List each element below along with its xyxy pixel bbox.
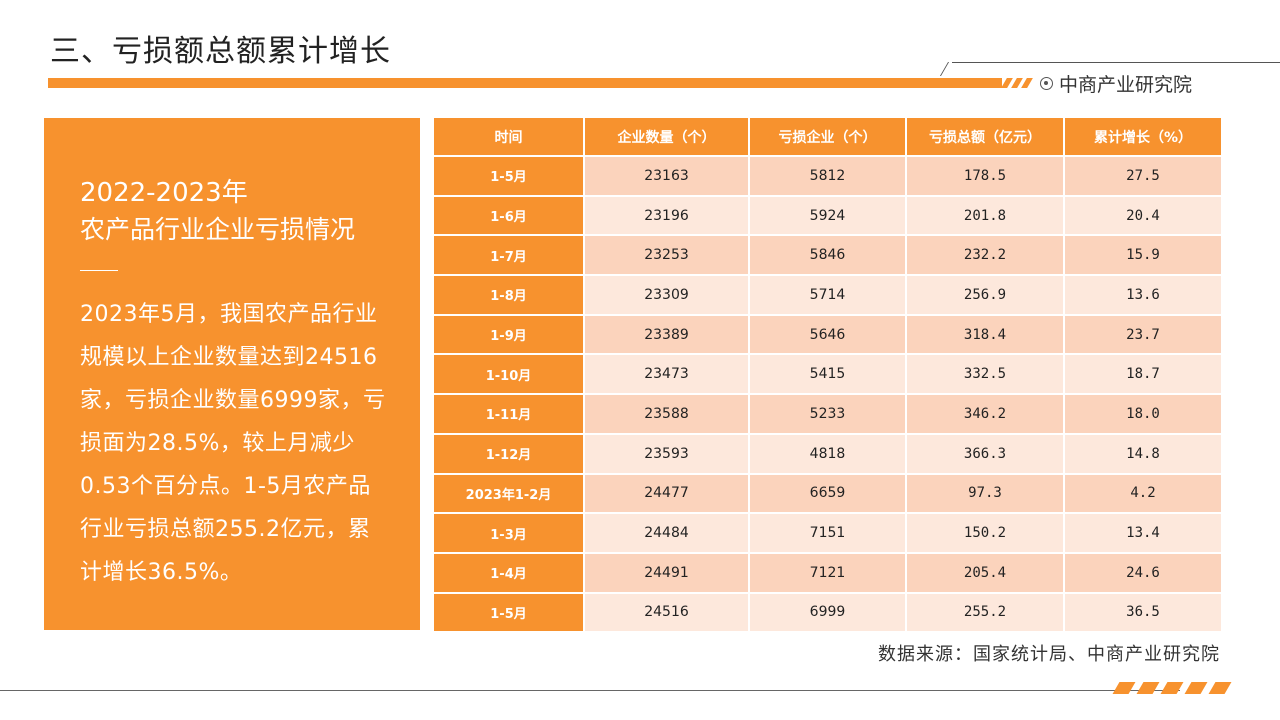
cell-period: 1-8月 [434, 274, 585, 315]
cell-cumulative-growth: 36.5 [1064, 591, 1221, 632]
cell-period: 1-6月 [434, 194, 585, 236]
cell-cumulative-growth: 20.4 [1064, 194, 1221, 236]
loss-data-table: 时间 企业数量（个） 亏损企业（个） 亏损总额（亿元） 累计增长（%） 1-5月… [434, 118, 1221, 632]
cell-cumulative-growth: 18.0 [1064, 393, 1221, 434]
table-row: 1-11月 23588 5233 346.2 18.0 [434, 393, 1221, 434]
cell-enterprise-count: 24491 [584, 551, 750, 593]
cell-period: 1-5月 [434, 155, 585, 196]
page-title: 三、亏损额总额累计增长 [50, 34, 391, 69]
data-source-note: 数据来源：国家统计局、中商产业研究院 [878, 644, 1220, 665]
table-row: 1-8月 23309 5714 256.9 13.6 [434, 274, 1221, 315]
cell-enterprise-count: 23593 [584, 432, 750, 474]
header-total-loss: 亏损总额（亿元） [906, 118, 1065, 156]
cell-period: 1-7月 [434, 234, 585, 276]
cell-loss-enterprises: 5415 [749, 353, 907, 395]
cell-enterprise-count: 23389 [584, 313, 750, 355]
cell-total-loss: 97.3 [906, 472, 1065, 514]
cell-period: 1-11月 [434, 393, 585, 434]
title-stripes-decoration [1000, 78, 1033, 88]
cell-period: 1-9月 [434, 313, 585, 355]
cell-enterprise-count: 24477 [584, 472, 750, 514]
summary-year-range: 2022-2023年 [80, 178, 248, 208]
table-row: 1-10月 23473 5415 332.5 18.7 [434, 353, 1221, 395]
cell-loss-enterprises: 5646 [749, 313, 907, 355]
title-underline-bar [48, 78, 1002, 88]
table-header-row: 时间 企业数量（个） 亏损企业（个） 亏损总额（亿元） 累计增长（%） [434, 118, 1221, 156]
cell-total-loss: 150.2 [906, 512, 1065, 553]
cell-loss-enterprises: 4818 [749, 432, 907, 474]
table-row: 1-6月 23196 5924 201.8 20.4 [434, 194, 1221, 236]
header-divider-slant [939, 62, 950, 76]
header-period: 时间 [434, 118, 585, 156]
footer-divider-line [0, 690, 1180, 691]
cell-cumulative-growth: 14.8 [1064, 432, 1221, 474]
cell-enterprise-count: 24516 [584, 591, 750, 632]
cell-cumulative-growth: 13.4 [1064, 512, 1221, 553]
cell-total-loss: 201.8 [906, 194, 1065, 236]
cell-cumulative-growth: 24.6 [1064, 551, 1221, 593]
table-row: 2023年1-2月 24477 6659 97.3 4.2 [434, 472, 1221, 514]
cell-total-loss: 178.5 [906, 155, 1065, 196]
cell-period: 1-3月 [434, 512, 585, 553]
cell-period: 1-4月 [434, 551, 585, 593]
cell-loss-enterprises: 5812 [749, 155, 907, 196]
table-row: 1-5月 24516 6999 255.2 36.5 [434, 591, 1221, 632]
cell-total-loss: 232.2 [906, 234, 1065, 276]
brand-logo: 中商产业研究院 [1040, 70, 1192, 97]
cell-enterprise-count: 23196 [584, 194, 750, 236]
cell-period: 1-12月 [434, 432, 585, 474]
cell-period: 1-5月 [434, 591, 585, 632]
cell-cumulative-growth: 27.5 [1064, 155, 1221, 196]
cell-loss-enterprises: 7121 [749, 551, 907, 593]
header-loss-enterprises: 亏损企业（个） [749, 118, 907, 156]
table-row: 1-7月 23253 5846 232.2 15.9 [434, 234, 1221, 276]
table-row: 1-12月 23593 4818 366.3 14.8 [434, 432, 1221, 474]
cell-loss-enterprises: 6659 [749, 472, 907, 514]
header-divider-line [952, 62, 1280, 63]
brand-name: 中商产业研究院 [1059, 74, 1193, 96]
footer-stripes-decoration [1110, 682, 1240, 694]
cell-total-loss: 366.3 [906, 432, 1065, 474]
table-row: 1-3月 24484 7151 150.2 13.4 [434, 512, 1221, 553]
cell-cumulative-growth: 23.7 [1064, 313, 1221, 355]
header-cumulative-growth: 累计增长（%） [1064, 118, 1221, 156]
cell-enterprise-count: 23253 [584, 234, 750, 276]
cell-cumulative-growth: 15.9 [1064, 234, 1221, 276]
cell-total-loss: 318.4 [906, 313, 1065, 355]
cell-total-loss: 332.5 [906, 353, 1065, 395]
cell-loss-enterprises: 5924 [749, 194, 907, 236]
table-row: 1-5月 23163 5812 178.5 27.5 [434, 155, 1221, 196]
summary-panel: 2022-2023年 农产品行业企业亏损情况 2023年5月，我国农产品行业规模… [44, 118, 420, 630]
cell-total-loss: 256.9 [906, 274, 1065, 315]
table-row: 1-9月 23389 5646 318.4 23.7 [434, 313, 1221, 355]
target-icon [1040, 77, 1053, 90]
cell-loss-enterprises: 7151 [749, 512, 907, 553]
cell-cumulative-growth: 4.2 [1064, 472, 1221, 514]
summary-body-text: 2023年5月，我国农产品行业规模以上企业数量达到24516家，亏损企业数量69… [80, 302, 386, 585]
cell-loss-enterprises: 5846 [749, 234, 907, 276]
cell-enterprise-count: 23588 [584, 393, 750, 434]
table-row: 1-4月 24491 7121 205.4 24.6 [434, 551, 1221, 593]
cell-period: 2023年1-2月 [434, 472, 585, 514]
cell-enterprise-count: 23309 [584, 274, 750, 315]
cell-cumulative-growth: 13.6 [1064, 274, 1221, 315]
cell-total-loss: 255.2 [906, 591, 1065, 632]
cell-loss-enterprises: 6999 [749, 591, 907, 632]
cell-period: 1-10月 [434, 353, 585, 395]
summary-subtitle: 农产品行业企业亏损情况 [80, 215, 356, 244]
cell-enterprise-count: 24484 [584, 512, 750, 553]
cell-total-loss: 205.4 [906, 551, 1065, 593]
summary-divider [80, 270, 118, 271]
cell-loss-enterprises: 5714 [749, 274, 907, 315]
header-enterprise-count: 企业数量（个） [584, 118, 750, 156]
cell-total-loss: 346.2 [906, 393, 1065, 434]
cell-enterprise-count: 23473 [584, 353, 750, 395]
cell-enterprise-count: 23163 [584, 155, 750, 196]
cell-loss-enterprises: 5233 [749, 393, 907, 434]
cell-cumulative-growth: 18.7 [1064, 353, 1221, 395]
